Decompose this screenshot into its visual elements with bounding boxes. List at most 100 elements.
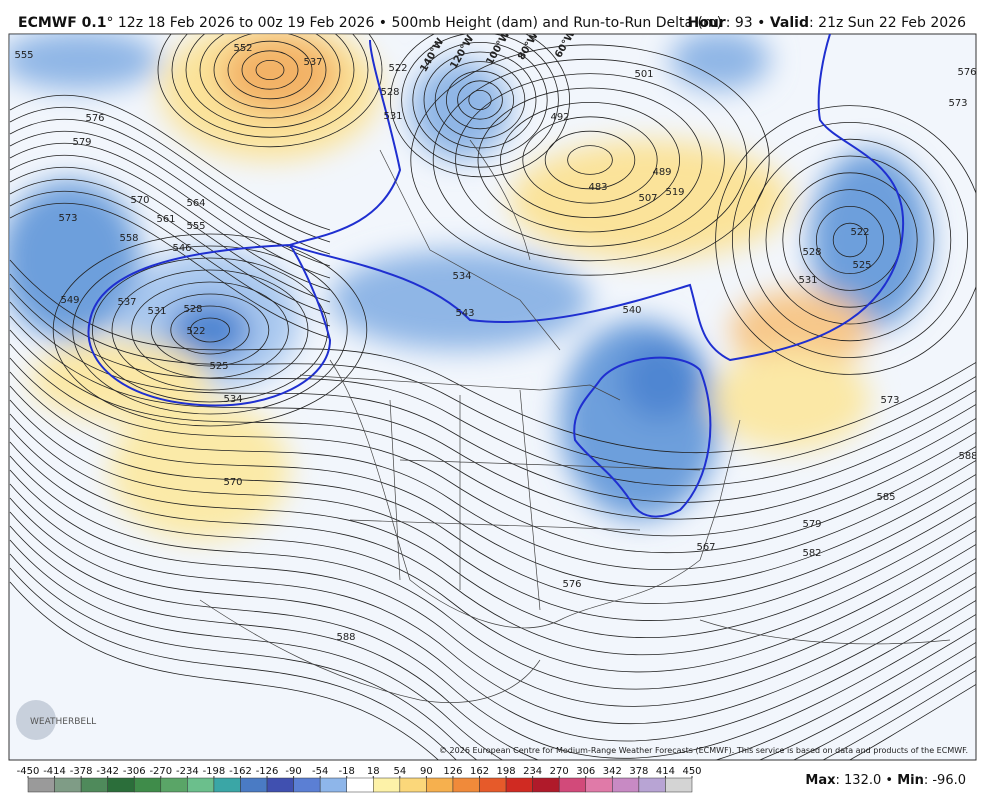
colorbar-tick-label: 378 [629, 766, 648, 777]
model: ECMWF 0.1 [18, 15, 106, 31]
colorbar-tick-label: 342 [603, 766, 622, 777]
colorbar-tick-label: -450 [17, 766, 40, 777]
contour-line [816, 205, 885, 274]
contour-540 [87, 34, 905, 407]
colorbar-tick-label: -378 [70, 766, 93, 777]
colorbar-tick-label: 54 [393, 766, 406, 777]
contour-line [748, 138, 952, 342]
contour-line [765, 155, 935, 325]
colorbar-swatch [213, 777, 241, 793]
contour-line [468, 90, 492, 111]
header-valid: Hour: 93 • Valid: 21z Sun 22 Feb 2026 [688, 15, 967, 31]
colorbar-swatch [585, 777, 613, 793]
colorbar-tick-label: 198 [497, 766, 516, 777]
contour-label: 528 [380, 87, 399, 98]
contour-line [9, 441, 976, 673]
colorbar-swatch [240, 777, 268, 793]
contour-line [9, 553, 976, 760]
contour-line [9, 567, 976, 760]
contour-label: 531 [147, 306, 166, 317]
contour-line [9, 287, 976, 487]
contour-label: 492 [550, 112, 569, 123]
colorbar-swatch [346, 777, 374, 793]
contour-line [423, 51, 537, 149]
colorbar-swatch [187, 777, 215, 793]
colorbar-swatch [54, 777, 82, 793]
contour-line [832, 222, 868, 258]
contour-label: 588 [958, 451, 977, 462]
contour-label: 537 [303, 57, 322, 68]
contour-line [9, 357, 976, 570]
contour-line [9, 203, 331, 339]
colorbar-tick-label: 234 [523, 766, 542, 777]
contour-line [213, 34, 327, 109]
colorbar-swatch [293, 777, 321, 793]
colorbar-swatch [80, 777, 108, 793]
delta-shading [9, 34, 930, 540]
contour-line [9, 155, 331, 291]
contour-line [72, 245, 348, 415]
contour-line [432, 58, 748, 262]
colorbar-swatch [319, 777, 347, 793]
contour-label: 558 [119, 233, 138, 244]
contour-line [171, 34, 369, 138]
contour-line [9, 301, 976, 503]
colorbar-swatch [505, 777, 533, 793]
colorbar-tick-label: 162 [470, 766, 489, 777]
contour-line [9, 511, 976, 759]
contour-label: 531 [383, 111, 402, 122]
contour-label: 489 [652, 167, 671, 178]
contour-label: 507 [638, 193, 657, 204]
contour-label: 522 [186, 326, 205, 337]
contour-loop [573, 356, 712, 518]
logo-icon [16, 700, 56, 740]
colorbar-tick-label: -198 [203, 766, 226, 777]
hour-label: Hour [688, 15, 726, 31]
contour-line [9, 167, 331, 303]
contour-label: 579 [802, 519, 821, 530]
header-run: ECMWF 0.1° 12z 18 Feb 2026 to 00z 19 Feb… [18, 15, 722, 31]
contour-line [185, 34, 355, 128]
contour-label: 519 [665, 187, 684, 198]
contour-label: 525 [209, 361, 228, 372]
colorbar-swatch [479, 777, 507, 793]
contour-line [732, 122, 969, 358]
contour-label: 585 [876, 492, 895, 503]
contour-line [9, 119, 331, 255]
contour-line [9, 343, 976, 554]
colorbar-tick-label: -414 [43, 766, 66, 777]
contour-line [9, 413, 976, 638]
contour-label: 576 [957, 67, 976, 78]
contour-label: 564 [186, 198, 205, 209]
valid: : 21z Sun 22 Feb 2026 [809, 15, 966, 31]
contour-line [401, 34, 559, 168]
colorbar-swatch [665, 777, 693, 793]
run-info: ° 12z 18 Feb 2026 to 00z 19 Feb 2026 • 5… [106, 15, 722, 31]
colorbar-swatch [612, 777, 640, 793]
contour-label: 555 [14, 50, 33, 61]
contour-label: 552 [233, 43, 252, 54]
contour-label: 573 [948, 98, 967, 109]
colorbar-tick-label: -342 [96, 766, 119, 777]
colorbar-tick-label: 126 [443, 766, 462, 777]
colorbar-tick-label: -90 [285, 766, 301, 777]
contour-line [445, 70, 514, 130]
contour-line [9, 273, 976, 470]
contour-label: 528 [802, 247, 821, 258]
contour-label: 549 [60, 295, 79, 306]
contour-line [455, 73, 725, 247]
contour-line [9, 385, 976, 604]
contour-line [9, 179, 331, 315]
contour-label: 588 [336, 632, 355, 643]
colorbar-swatch [107, 777, 135, 793]
contour-label: 555 [186, 221, 205, 232]
contour-line [9, 581, 976, 760]
contour-label: 540 [622, 305, 641, 316]
min-label: Min [897, 773, 924, 788]
colorbar-swatch [27, 777, 55, 793]
colorbar-swatch [160, 777, 188, 793]
max-min: Max: 132.0 • Min: -96.0 [805, 773, 966, 788]
max-label: Max [805, 773, 836, 788]
colorbar-tick-label: 414 [656, 766, 675, 777]
